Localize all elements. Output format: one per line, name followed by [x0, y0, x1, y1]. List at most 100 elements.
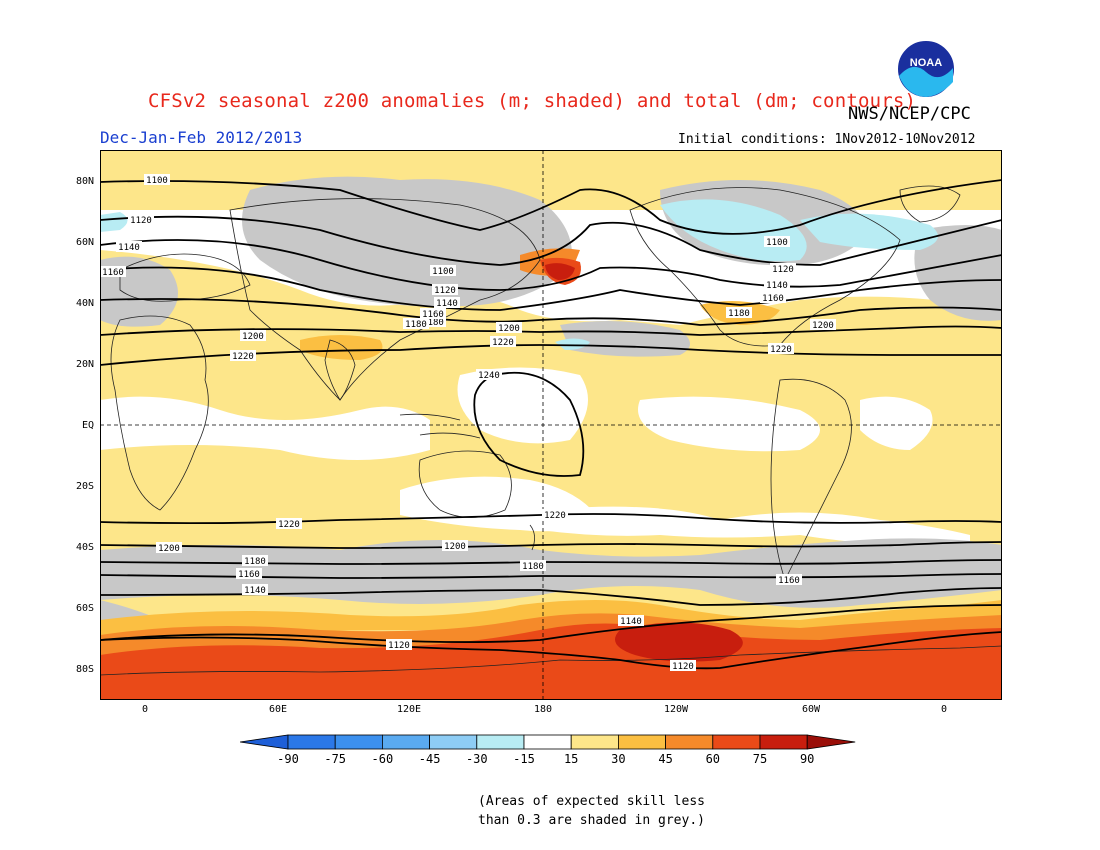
svg-text:1220: 1220	[232, 352, 254, 362]
contour-label: 1220	[276, 518, 302, 530]
contour-label: 1220	[490, 336, 516, 348]
colorbar-right-arrow	[806, 734, 856, 750]
lon-label-180: 180	[533, 704, 553, 715]
colorbar-swatch	[476, 734, 525, 750]
lat-label-40n: 40N	[75, 298, 94, 309]
svg-text:1140: 1140	[244, 586, 266, 596]
lat-label-20s: 20S	[75, 481, 94, 492]
contour-label: 1160	[100, 266, 126, 278]
contour-label: 1100	[764, 236, 790, 248]
contour-label: 1120	[770, 263, 796, 275]
contour-label: 1140	[434, 297, 460, 309]
lat-label-40s: 40S	[75, 542, 94, 553]
contour-label: 1220	[768, 343, 794, 355]
lon-label-0-west: 0	[141, 704, 149, 715]
colorbar-swatch	[381, 734, 430, 750]
colorbar-swatch	[287, 734, 336, 750]
svg-text:1200: 1200	[812, 321, 834, 331]
anomaly-map: 1100 1120 1140 1160 1180 1200 1220 1240 …	[100, 150, 1002, 700]
lon-label-120e: 120E	[396, 704, 422, 715]
lat-label-60n: 60N	[75, 237, 94, 248]
contour-label: 1200	[240, 330, 266, 342]
initial-conditions-label: Initial conditions: 1Nov2012-10Nov2012	[678, 132, 976, 147]
colorbar-swatch	[429, 734, 478, 750]
svg-text:1220: 1220	[492, 338, 514, 348]
colorbar-label: 15	[563, 752, 579, 766]
contour-label: 1120	[128, 214, 154, 226]
map-frame	[100, 150, 1002, 700]
skill-note-line-2: than 0.3 are shaded in grey.)	[478, 813, 705, 828]
colorbar	[240, 734, 856, 750]
lat-label-80n: 80N	[75, 176, 94, 187]
lat-label-80s: 80S	[75, 664, 94, 675]
contour-label: 1200	[810, 319, 836, 331]
contour-label: 1200	[496, 322, 522, 334]
svg-text:1180: 1180	[244, 557, 266, 567]
svg-text:1180: 1180	[422, 318, 444, 328]
contour-label: 1140	[764, 279, 790, 291]
colorbar-label: -60	[371, 752, 394, 766]
colorbar-swatch	[570, 734, 619, 750]
svg-text:1180: 1180	[728, 309, 750, 319]
agency-label: NWS/NCEP/CPC	[848, 104, 971, 124]
contour-label: 1200	[442, 540, 468, 552]
svg-text:1160: 1160	[762, 294, 784, 304]
svg-text:1100: 1100	[432, 267, 454, 277]
contour-label: 1140	[116, 241, 142, 253]
svg-text:1160: 1160	[422, 310, 444, 320]
lon-label-60e: 60E	[268, 704, 288, 715]
svg-text:1120: 1120	[672, 662, 694, 672]
contour-label: 1120	[670, 660, 696, 672]
lon-label-60w: 60W	[801, 704, 821, 715]
colorbar-swatch	[617, 734, 666, 750]
colorbar-swatch	[334, 734, 383, 750]
svg-text:1180: 1180	[522, 562, 544, 572]
height-contours	[100, 179, 1002, 670]
svg-text:1220: 1220	[770, 345, 792, 355]
anomaly-75-90-regions	[545, 263, 743, 662]
contour-labels: 1100 1120 1140 1160 1180 1200 1220 1240 …	[100, 174, 836, 672]
contour-label: 1160	[420, 308, 446, 320]
contour-label: 1100	[144, 174, 170, 186]
contour-label: 1220	[542, 509, 568, 521]
contour-label: 1220	[230, 350, 256, 362]
contour-label: 1140	[618, 615, 644, 627]
svg-text:1200: 1200	[498, 324, 520, 334]
colorbar-label: 60	[705, 752, 721, 766]
svg-text:1160: 1160	[778, 576, 800, 586]
contour-label: 1180	[520, 560, 546, 572]
svg-text:1160: 1160	[102, 268, 124, 278]
svg-text:1220: 1220	[544, 511, 566, 521]
svg-text:1200: 1200	[158, 544, 180, 554]
colorbar-label: -90	[277, 752, 299, 766]
contour-label: 1100	[430, 265, 456, 277]
colorbar-label: 30	[611, 752, 626, 766]
contour-label: 1120	[386, 639, 412, 651]
lat-label-60s: 60S	[75, 603, 94, 614]
svg-text:1200: 1200	[444, 542, 466, 552]
colorbar-label: 45	[658, 752, 673, 766]
colorbar-label: -45	[418, 752, 441, 766]
contour-label: 1160	[760, 292, 786, 304]
colorbar-swatch	[712, 734, 761, 750]
colorbar-label: -75	[324, 752, 347, 766]
svg-text:1240: 1240	[478, 371, 500, 381]
svg-text:NOAA: NOAA	[910, 57, 942, 69]
contour-label: 1200	[156, 542, 182, 554]
svg-text:1140: 1140	[118, 243, 140, 253]
noaa-logo: NOAA	[895, 38, 957, 100]
colorbar-swatch	[665, 734, 714, 750]
colorbar-label: 75	[752, 752, 768, 766]
svg-text:1140: 1140	[620, 617, 642, 627]
contour-label: 1180	[403, 318, 429, 330]
contour-label: 1140	[242, 584, 268, 596]
svg-text:1140: 1140	[436, 299, 458, 309]
svg-text:1120: 1120	[434, 286, 456, 296]
svg-text:1120: 1120	[772, 265, 794, 275]
svg-text:1140: 1140	[766, 281, 788, 291]
colorbar-left-arrow	[240, 734, 289, 750]
contour-label: 1180	[420, 316, 446, 328]
skill-note: (Areas of expected skill less than 0.3 a…	[478, 792, 705, 830]
colorbar-swatch	[523, 734, 572, 750]
svg-text:1100: 1100	[146, 176, 168, 186]
